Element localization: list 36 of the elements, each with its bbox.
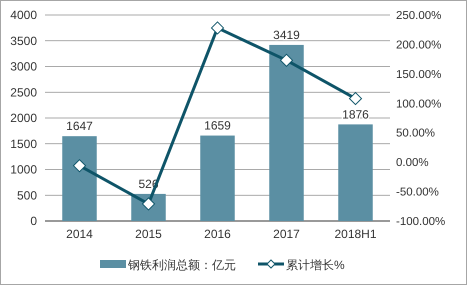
bar: [338, 124, 373, 221]
data-label: 1659: [204, 118, 232, 133]
point: [349, 92, 362, 106]
point: [73, 159, 86, 172]
x-tick-label: 2017: [273, 227, 300, 241]
y-tick-label: 2500: [10, 85, 38, 100]
y-tick-label: 3500: [10, 34, 38, 48]
y2-tick-label: 150.00%: [396, 68, 442, 81]
y-tick-label: 4000: [10, 8, 38, 22]
y-tick-label: 1500: [10, 136, 38, 151]
y-tick-label: 0: [30, 214, 38, 228]
y2-tick-label: -100.00%: [396, 216, 446, 228]
y2-tick-label: 50.00%: [396, 128, 436, 140]
y2-tick-label: 0.00%: [396, 157, 429, 170]
x-tick-label: 2018H1: [334, 227, 377, 241]
bar: [269, 44, 304, 221]
bar: [200, 136, 235, 221]
x-tick-label: 2016: [204, 227, 232, 241]
y2-tick-label: 200.00%: [396, 39, 442, 52]
x-tick-label: 2014: [66, 227, 94, 241]
y2-tick-label: -50.00%: [396, 186, 439, 199]
point: [211, 21, 224, 34]
y-tick-label: 1000: [10, 162, 38, 176]
legend-label: 钢铁利润总额：亿元: [127, 258, 236, 272]
data-label: 1876: [342, 107, 370, 122]
data-label: 3419: [273, 28, 300, 42]
bar: [62, 136, 97, 221]
x-tick-label: 2015: [135, 227, 162, 241]
legend-label: 累计增长%: [286, 258, 345, 272]
data-label: 1647: [66, 119, 94, 134]
y-tick-label: 2000: [10, 111, 38, 125]
point: [280, 54, 293, 67]
y2-tick-label: 250.00%: [396, 10, 442, 22]
y-tick-label: 500: [16, 188, 38, 202]
y-tick-label: 3000: [10, 60, 38, 74]
y2-tick-label: 100.00%: [396, 98, 442, 110]
